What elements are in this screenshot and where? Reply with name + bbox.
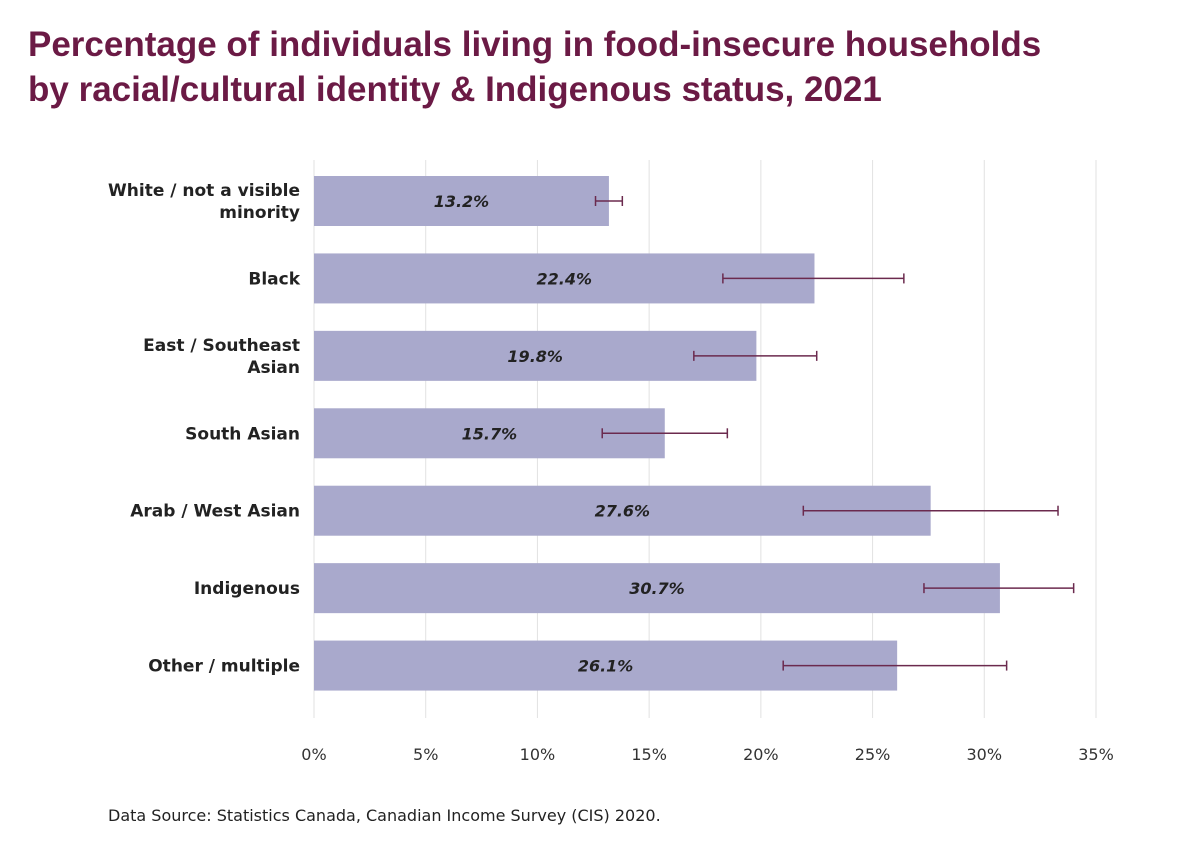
category-label: South Asian bbox=[185, 424, 300, 444]
x-tick-label: 5% bbox=[413, 745, 438, 764]
x-axis-tick-labels: 0% 5% 10% 15% 20% 25% 30% 35% bbox=[301, 745, 1113, 764]
bars bbox=[314, 176, 1000, 691]
x-tick-label: 30% bbox=[967, 745, 1003, 764]
x-tick-label: 15% bbox=[631, 745, 667, 764]
category-label-line: Black bbox=[248, 269, 300, 289]
category-label: Black bbox=[248, 269, 300, 289]
error-bar bbox=[802, 505, 1059, 516]
category-labels: White / not a visible minority Black East /… bbox=[108, 181, 301, 677]
category-label: Other / multiple bbox=[148, 657, 300, 677]
category-label: White / not a visible minority bbox=[108, 181, 300, 223]
error-bar bbox=[923, 583, 1075, 594]
bar bbox=[314, 330, 757, 381]
error-bar bbox=[693, 350, 818, 361]
category-label: Indigenous bbox=[194, 579, 300, 599]
error-bar bbox=[594, 196, 624, 206]
x-tick-label: 35% bbox=[1078, 745, 1114, 764]
data-label: 22.4% bbox=[536, 269, 592, 288]
bar bbox=[314, 176, 609, 226]
x-tick-label: 20% bbox=[743, 745, 779, 764]
category-label-line: East / Southeast bbox=[143, 336, 300, 356]
category-label: East / Southeast Asian bbox=[143, 336, 300, 378]
category-label-line: Indigenous bbox=[194, 579, 300, 599]
x-tick-label: 0% bbox=[301, 745, 326, 764]
category-label-line: South Asian bbox=[185, 424, 300, 444]
error-bar bbox=[782, 660, 1008, 671]
chart-title-line-1: Percentage of individuals living in food… bbox=[28, 25, 1042, 64]
category-label-line: minority bbox=[219, 203, 300, 223]
category-label-line: Other / multiple bbox=[148, 657, 300, 677]
error-bars bbox=[594, 196, 1075, 671]
data-label: 30.7% bbox=[629, 579, 685, 598]
chart-title-line-2: by racial/cultural identity & Indigenous… bbox=[28, 70, 882, 109]
data-label: 27.6% bbox=[595, 502, 651, 521]
data-source-note: Data Source: Statistics Canada, Canadian… bbox=[108, 806, 661, 825]
data-labels: 13.2% 22.4% 19.8% 15.7% 27.6% 30.7% 26.1% bbox=[434, 192, 685, 676]
chart-title: Percentage of individuals living in food… bbox=[28, 22, 1178, 112]
data-label: 26.1% bbox=[578, 657, 634, 676]
x-tick-label: 25% bbox=[855, 745, 891, 764]
x-tick-label: 10% bbox=[520, 745, 556, 764]
data-label: 15.7% bbox=[462, 424, 518, 443]
category-label: Arab / West Asian bbox=[130, 502, 300, 522]
category-label-line: Arab / West Asian bbox=[130, 502, 300, 522]
category-label-line: Asian bbox=[247, 358, 300, 378]
category-label-line: White / not a visible bbox=[108, 181, 300, 201]
error-bar bbox=[601, 428, 729, 439]
error-bar bbox=[722, 273, 905, 284]
bar bbox=[314, 563, 1000, 614]
data-label: 13.2% bbox=[434, 192, 490, 211]
data-label: 19.8% bbox=[507, 347, 563, 366]
